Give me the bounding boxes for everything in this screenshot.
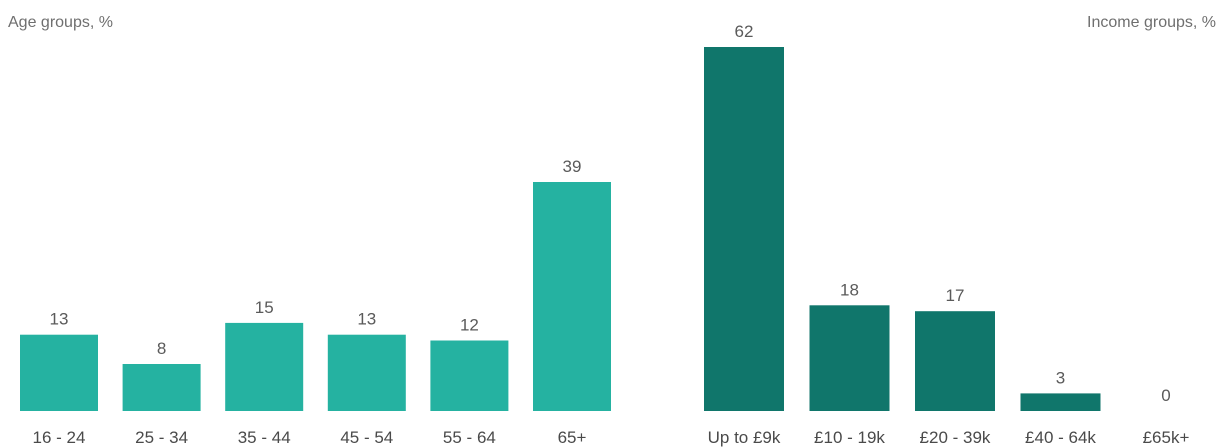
age-category-label-4: 45 - 54 [340, 428, 393, 447]
income-value-label-5: 0 [1161, 386, 1170, 405]
income-category-label-1: Up to £9k [708, 428, 781, 447]
income-value-label-3: 17 [946, 286, 965, 305]
age-value-label-1: 13 [50, 310, 69, 329]
age-bar-5 [430, 340, 509, 411]
income-bar-2 [809, 305, 890, 411]
income-value-label-1: 62 [735, 22, 754, 41]
age-value-label-4: 13 [357, 310, 376, 329]
age-groups-title: Age groups, % [8, 14, 113, 31]
income-category-label-3: £20 - 39k [920, 428, 991, 447]
age-category-label-6: 65+ [558, 428, 587, 447]
age-value-label-3: 15 [255, 298, 274, 317]
age-bar-3 [225, 322, 304, 411]
income-bar-1 [704, 47, 784, 411]
income-category-label-5: £65k+ [1143, 428, 1190, 447]
income-value-label-2: 18 [840, 280, 859, 299]
age-bar-4 [327, 334, 406, 411]
age-category-label-1: 16 - 24 [33, 428, 86, 447]
income-category-label-2: £10 - 19k [814, 428, 885, 447]
income-category-label-4: £40 - 64k [1025, 428, 1096, 447]
age-bar-1 [20, 334, 98, 411]
age-value-label-2: 8 [157, 339, 166, 358]
age-category-label-2: 25 - 34 [135, 428, 188, 447]
income-value-label-4: 3 [1056, 368, 1065, 387]
bars-layer: 13 16 - 24 8 25 - 34 15 35 - 44 13 45 - 54 12 55 … [20, 22, 1189, 447]
age-bar-6 [533, 182, 611, 411]
age-value-label-5: 12 [460, 316, 479, 335]
age-bar-2 [122, 364, 201, 411]
income-groups-title: Income groups, % [1087, 14, 1216, 31]
income-bar-3 [915, 311, 995, 411]
income-bar-4 [1020, 393, 1101, 411]
age-value-label-6: 39 [563, 157, 582, 176]
age-category-label-3: 35 - 44 [238, 428, 291, 447]
age-category-label-5: 55 - 64 [443, 428, 496, 447]
